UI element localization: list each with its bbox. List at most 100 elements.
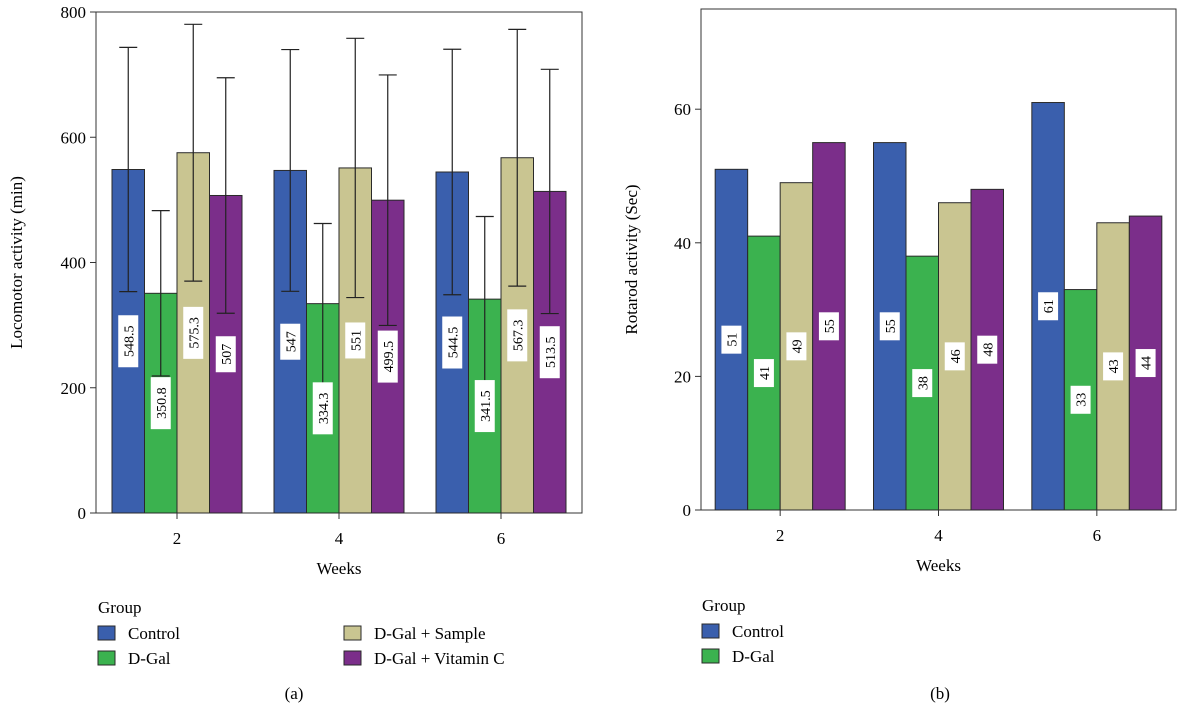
data-label-text: 55 — [884, 319, 899, 333]
data-label-box — [150, 377, 171, 430]
legend-entry: Control — [128, 624, 180, 643]
data-label: 575.3 — [183, 306, 204, 359]
x-tick-label: 6 — [497, 529, 506, 548]
data-label-box — [977, 335, 998, 364]
data-label: 547 — [280, 323, 301, 360]
data-label: 61 — [1038, 292, 1059, 321]
data-label-box — [753, 359, 774, 388]
data-label: 51 — [721, 325, 742, 354]
data-label-box — [280, 323, 301, 360]
data-label: 48 — [977, 335, 998, 364]
data-label-text: 51 — [725, 333, 740, 347]
x-tick-label: 4 — [934, 526, 943, 545]
data-label: 46 — [944, 342, 965, 371]
legend-entry: Control — [732, 622, 784, 641]
data-label-box — [507, 309, 528, 362]
data-label-text: 48 — [981, 343, 996, 357]
data-label-box — [539, 326, 560, 379]
data-label-box — [818, 312, 839, 341]
x-tick-label: 2 — [173, 529, 182, 548]
y-tick-label: 600 — [61, 128, 87, 147]
data-label: 548.5 — [118, 315, 139, 368]
data-label: 49 — [786, 332, 807, 361]
data-label: 334.3 — [312, 382, 333, 435]
data-label-text: 567.3 — [511, 320, 526, 352]
data-label-text: 49 — [790, 339, 805, 353]
data-label-text: 41 — [758, 366, 773, 380]
data-label: 507 — [215, 336, 236, 373]
data-label-box — [721, 325, 742, 354]
x-tick-label: 2 — [776, 526, 785, 545]
data-label-box — [1070, 385, 1091, 414]
legend-swatch — [97, 650, 116, 666]
data-label: 551 — [345, 322, 366, 359]
data-label-text: 499.5 — [382, 341, 397, 373]
legend-entry: D-Gal + Sample — [374, 624, 486, 643]
y-tick-label: 0 — [683, 501, 692, 520]
data-label: 341.5 — [474, 380, 495, 433]
data-label-text: 341.5 — [479, 390, 494, 422]
data-label-text: 513.5 — [544, 336, 559, 368]
data-label-text: 38 — [916, 376, 931, 390]
legend-entry: D-Gal — [732, 647, 775, 666]
data-label-text: 548.5 — [122, 326, 137, 358]
y-tick-label: 20 — [674, 367, 691, 386]
chart-panel-a: 0 200 400 600 800 548.5 350.8 575.3 507 2 547 334.3… — [7, 3, 583, 703]
data-label-text: 551 — [349, 330, 364, 351]
panel-label: (b) — [930, 684, 950, 703]
x-tick-label: 4 — [335, 529, 344, 548]
legend-entry: D-Gal + Vitamin C — [374, 649, 505, 668]
data-label-text: 43 — [1107, 359, 1122, 373]
x-axis-label: Weeks — [916, 556, 961, 575]
data-label: 33 — [1070, 385, 1091, 414]
legend-entry: D-Gal — [128, 649, 171, 668]
data-label: 55 — [879, 312, 900, 341]
data-label-box — [944, 342, 965, 371]
y-axis-label: Locomotor activity (min) — [7, 176, 26, 349]
data-label-text: 61 — [1042, 299, 1057, 313]
data-label: 350.8 — [150, 377, 171, 430]
panel-label: (a) — [285, 684, 304, 703]
data-label-box — [879, 312, 900, 341]
data-label-text: 44 — [1140, 356, 1155, 370]
data-label-text: 55 — [823, 319, 838, 333]
y-tick-label: 800 — [61, 3, 87, 22]
data-label-box — [377, 330, 398, 383]
data-label-box — [442, 316, 463, 369]
legend-swatch — [343, 625, 362, 641]
y-tick-label: 400 — [61, 254, 87, 273]
data-label-text: 575.3 — [187, 317, 202, 349]
data-label: 567.3 — [507, 309, 528, 362]
legend-swatch — [343, 650, 362, 666]
data-label: 55 — [818, 312, 839, 341]
x-tick-label: 6 — [1093, 526, 1102, 545]
data-label-box — [1135, 349, 1156, 378]
x-axis-label: Weeks — [317, 559, 362, 578]
data-label-text: 46 — [949, 349, 964, 363]
data-label-box — [1038, 292, 1059, 321]
data-label-box — [786, 332, 807, 361]
chart-panel-b: 0 20 40 60 51 41 49 55 2 55 38 46 48 4 61 33 43 44 6 Weeks R… — [622, 8, 1177, 703]
data-label: 38 — [912, 369, 933, 398]
data-label-text: 33 — [1075, 393, 1090, 407]
legend-swatch — [701, 648, 720, 664]
y-tick-label: 200 — [61, 379, 87, 398]
y-axis-label: Rotarod activity (Sec) — [622, 184, 641, 334]
data-label-box — [912, 369, 933, 398]
data-label-box — [474, 380, 495, 433]
data-label-text: 547 — [284, 331, 299, 352]
data-label: 43 — [1103, 352, 1124, 381]
data-label-box — [215, 336, 236, 373]
legend-title: Group — [702, 596, 745, 615]
y-tick-label: 40 — [674, 234, 691, 253]
data-label: 44 — [1135, 349, 1156, 378]
data-label: 499.5 — [377, 330, 398, 383]
legend-swatch — [701, 623, 720, 639]
data-label-box — [183, 306, 204, 359]
data-label-text: 507 — [220, 344, 235, 365]
legend-swatch — [97, 625, 116, 641]
data-label-text: 350.8 — [155, 387, 170, 419]
